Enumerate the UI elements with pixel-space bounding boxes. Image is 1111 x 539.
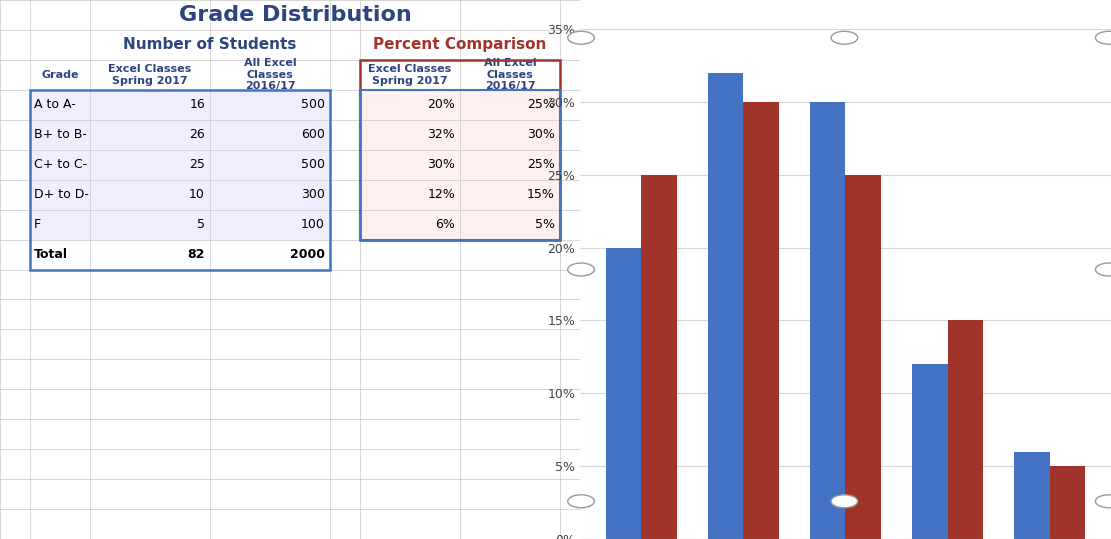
Text: 82: 82 bbox=[188, 248, 206, 261]
Text: 100: 100 bbox=[301, 218, 326, 231]
Bar bbox=[810, 102, 845, 539]
Bar bbox=[948, 321, 983, 539]
Text: 30%: 30% bbox=[527, 128, 556, 141]
Bar bbox=[708, 73, 743, 539]
Text: Percent Comparison: Percent Comparison bbox=[373, 37, 547, 52]
Text: Total: Total bbox=[34, 248, 68, 261]
Text: 300: 300 bbox=[301, 188, 326, 201]
Text: B+ to B-: B+ to B- bbox=[34, 128, 87, 141]
Bar bbox=[30, 90, 330, 120]
Bar bbox=[1014, 452, 1050, 539]
Text: D+ to D-: D+ to D- bbox=[34, 188, 89, 201]
Text: 25%: 25% bbox=[527, 158, 556, 171]
Bar bbox=[360, 179, 560, 210]
Text: 5%: 5% bbox=[536, 218, 556, 231]
Text: 30%: 30% bbox=[427, 158, 456, 171]
Bar bbox=[1050, 466, 1085, 539]
Text: 500: 500 bbox=[301, 158, 326, 171]
Bar bbox=[30, 120, 330, 150]
Bar bbox=[360, 210, 560, 239]
Text: 500: 500 bbox=[301, 98, 326, 112]
Text: F: F bbox=[34, 218, 41, 231]
Text: 5: 5 bbox=[197, 218, 206, 231]
Bar bbox=[360, 60, 560, 239]
Text: 26: 26 bbox=[189, 128, 206, 141]
Text: 16: 16 bbox=[189, 98, 206, 112]
Text: 10: 10 bbox=[189, 188, 206, 201]
Text: 32%: 32% bbox=[428, 128, 456, 141]
Bar bbox=[30, 210, 330, 239]
Text: 20%: 20% bbox=[427, 98, 456, 112]
Text: Excel Classes
Spring 2017: Excel Classes Spring 2017 bbox=[369, 64, 452, 86]
Text: 15%: 15% bbox=[527, 188, 556, 201]
Text: Number of Students: Number of Students bbox=[123, 37, 297, 52]
Text: Excel Classes
Spring 2017: Excel Classes Spring 2017 bbox=[109, 64, 191, 86]
Text: Grade Distribution: Grade Distribution bbox=[179, 5, 411, 25]
Text: A to A-: A to A- bbox=[34, 98, 76, 112]
Text: All Excel
Classes
2016/17: All Excel Classes 2016/17 bbox=[483, 58, 537, 92]
Text: All Excel
Classes
2016/17: All Excel Classes 2016/17 bbox=[243, 58, 297, 92]
Text: C+ to C-: C+ to C- bbox=[34, 158, 87, 171]
Text: 25: 25 bbox=[189, 158, 206, 171]
Text: 600: 600 bbox=[301, 128, 326, 141]
Bar bbox=[912, 364, 948, 539]
Bar bbox=[30, 179, 330, 210]
Bar bbox=[30, 150, 330, 179]
Bar bbox=[360, 120, 560, 150]
Text: Grade: Grade bbox=[41, 70, 79, 80]
Text: 12%: 12% bbox=[428, 188, 456, 201]
Bar bbox=[360, 150, 560, 179]
Bar bbox=[845, 175, 881, 539]
Text: 25%: 25% bbox=[527, 98, 556, 112]
Bar bbox=[641, 175, 677, 539]
Bar bbox=[743, 102, 779, 539]
Text: 6%: 6% bbox=[436, 218, 456, 231]
Bar bbox=[360, 90, 560, 239]
Bar bbox=[30, 90, 330, 270]
Bar bbox=[360, 90, 560, 120]
Bar bbox=[605, 247, 641, 539]
Text: 2000: 2000 bbox=[290, 248, 326, 261]
